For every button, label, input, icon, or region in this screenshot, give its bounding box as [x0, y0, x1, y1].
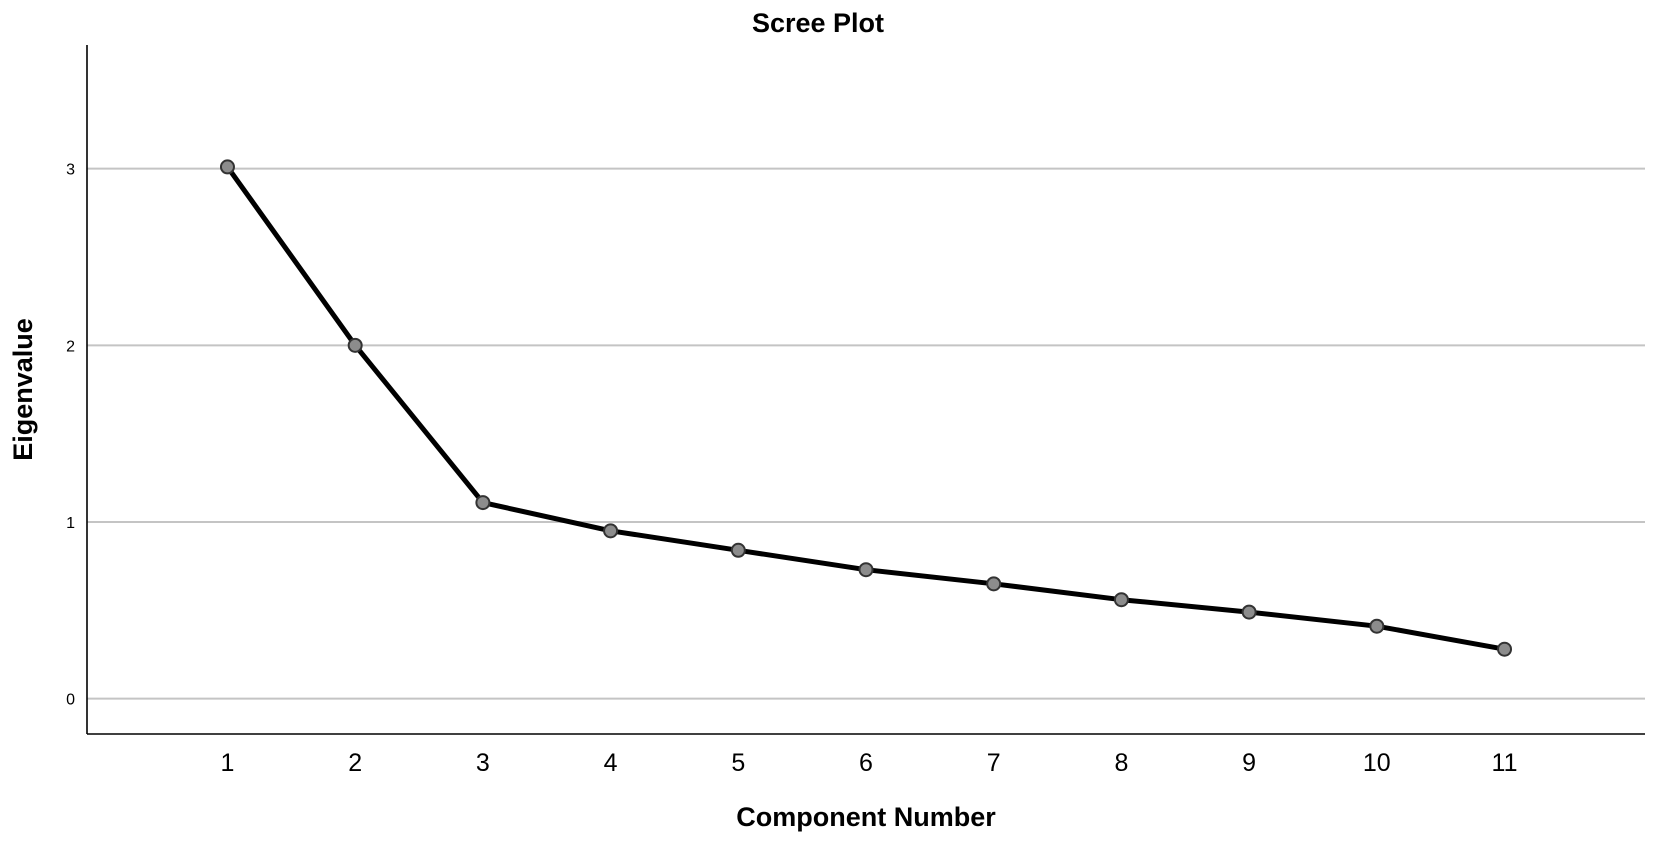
x-tick-label-11: 11: [1492, 749, 1518, 777]
x-tick-label-10: 10: [1363, 749, 1391, 777]
x-tick-label-8: 8: [1114, 749, 1128, 777]
y-axis-label: Eigenvalue: [8, 318, 38, 461]
y-tick-label-3: 3: [66, 162, 75, 179]
x-tick-label-9: 9: [1242, 749, 1256, 777]
data-point-9: [1241, 604, 1257, 620]
x-tick-label-6: 6: [859, 749, 873, 777]
x-tick-label-5: 5: [731, 749, 745, 777]
data-points: [219, 159, 1513, 657]
data-point-5: [730, 542, 746, 558]
y-tick-label-1: 1: [66, 515, 75, 532]
data-point-2: [347, 337, 363, 353]
data-point-4: [603, 523, 619, 539]
data-point-6: [858, 562, 874, 578]
data-point-3: [475, 495, 491, 511]
gridlines: [87, 167, 1645, 700]
y-tick-labels: 0 1 2 3: [66, 162, 75, 709]
x-tick-label-4: 4: [604, 749, 618, 777]
x-tick-label-3: 3: [476, 749, 490, 777]
y-tick-label-2: 2: [66, 338, 75, 355]
chart-title: Scree Plot: [752, 8, 884, 38]
y-tick-label-0: 0: [66, 692, 75, 709]
data-point-1: [219, 159, 235, 175]
x-tick-label-1: 1: [221, 749, 235, 777]
x-axis-label: Component Number: [736, 802, 996, 832]
x-tick-label-2: 2: [348, 749, 362, 777]
data-point-11: [1497, 641, 1513, 657]
data-point-7: [986, 576, 1002, 592]
x-tick-label-7: 7: [987, 749, 1001, 777]
data-point-8: [1113, 592, 1129, 608]
x-tick-labels: 1 2 3 4 5 6 7 8 9 10 11: [221, 749, 1518, 777]
data-point-10: [1369, 618, 1385, 634]
